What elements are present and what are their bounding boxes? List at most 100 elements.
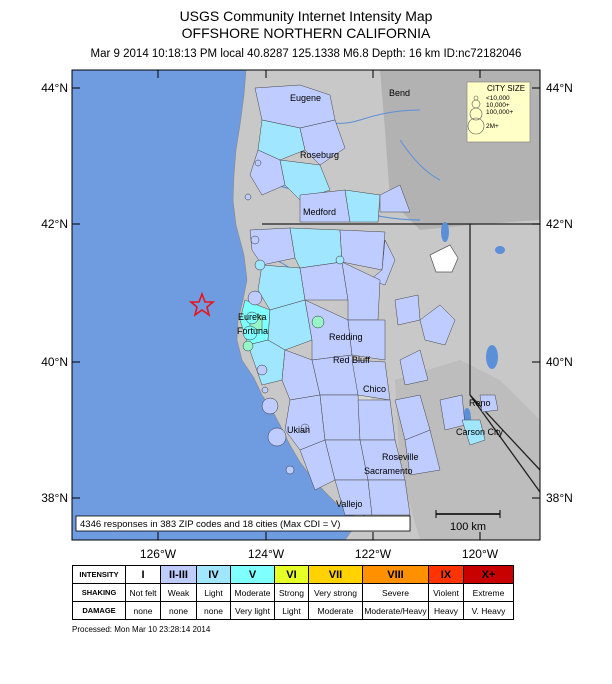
city-label: Redding <box>329 332 363 342</box>
damage-cell: Moderate/Heavy <box>362 601 429 620</box>
city-circle <box>254 159 262 167</box>
region-title: OFFSHORE NORTHERN CALIFORNIA <box>181 25 431 41</box>
lat-label-left: 42°N <box>41 217 68 231</box>
map-frame <box>71 69 541 541</box>
city-size-entry: 2M+ <box>486 123 499 130</box>
city-size-entry: 10,000+ <box>486 102 510 109</box>
city-circles <box>242 159 345 475</box>
city-label: Roseville <box>382 452 419 462</box>
axis-ticks <box>72 70 540 540</box>
lon-label: 122°W <box>355 547 392 561</box>
row-label: DAMAGE <box>72 601 126 620</box>
city-circle <box>254 259 266 271</box>
intensity-cell: VI <box>274 565 309 584</box>
city-label: Bend <box>389 88 410 98</box>
city-label: Red Bluff <box>333 355 370 365</box>
city-circle <box>311 315 325 329</box>
shaking-cell: Weak <box>160 583 197 602</box>
shaking-cell: Very strong <box>308 583 363 602</box>
scale-label: 100 km <box>450 521 486 533</box>
city-label: Carson City <box>456 427 504 437</box>
city-circle <box>247 290 263 306</box>
shaking-cell: Strong <box>274 583 309 602</box>
city-circle <box>250 235 260 245</box>
sierra-shade <box>395 360 540 540</box>
city-label: Eureka <box>238 312 267 322</box>
event-info: Mar 9 2014 10:18:13 PM local 40.8287 125… <box>90 48 522 60</box>
city-label: Roseburg <box>300 150 339 160</box>
city-circle <box>267 427 287 447</box>
lake <box>486 345 498 369</box>
city-size-entry: 100,000+ <box>486 109 513 116</box>
row-label: INTENSITY <box>72 565 126 584</box>
city-size-legend: CITY SIZE <10,000 10,000+ 100,000+ 2M+ <box>466 81 531 143</box>
legend-circle-icon <box>469 107 483 121</box>
lat-label-right: 38°N <box>546 491 573 505</box>
damage-cell: Moderate <box>308 601 363 620</box>
city-label: Reno <box>469 398 491 408</box>
state-border-ca <box>262 223 540 471</box>
city-label: Chico <box>363 384 386 394</box>
lat-label-left: 38°N <box>41 491 68 505</box>
intensity-cell: VIII <box>362 565 429 584</box>
city-size-title: CITY SIZE <box>487 84 525 93</box>
summary-text: 4346 responses in 383 ZIP codes and 18 c… <box>80 519 340 530</box>
lon-label: 124°W <box>248 547 285 561</box>
shaking-cell: Light <box>196 583 231 602</box>
city-circle <box>261 397 279 415</box>
damage-cell: none <box>196 601 231 620</box>
city-circle <box>242 340 254 352</box>
lon-label: 126°W <box>140 547 177 561</box>
damage-cell: none <box>125 601 161 620</box>
city-circle <box>256 364 268 376</box>
shaking-cell: Extreme <box>463 583 514 602</box>
lat-label-right: 42°N <box>546 217 573 231</box>
damage-row: DAMAGE none none none Very light Light Modera… <box>72 601 514 620</box>
city-circle <box>242 325 258 341</box>
lat-label-left: 40°N <box>41 355 68 369</box>
legend-circle-icon <box>467 117 485 135</box>
city-circle <box>261 386 269 394</box>
scale-bar: 100 km <box>435 510 501 533</box>
city-label: Eugene <box>290 93 321 103</box>
shaking-cell: Moderate <box>230 583 275 602</box>
summary-box <box>75 515 411 532</box>
city-circle <box>285 465 295 475</box>
lat-label-left: 44°N <box>41 81 68 95</box>
no-data-area <box>429 244 459 273</box>
intensity-cell: VII <box>308 565 363 584</box>
city-circle <box>244 193 252 201</box>
shaking-cell: Violent <box>428 583 464 602</box>
processed-timestamp: Processed: Mon Mar 10 23:28:14 2014 <box>72 625 211 634</box>
city-label: Ukiah <box>287 425 310 435</box>
city-label: Fortuna <box>237 326 268 336</box>
lon-label: 120°W <box>462 547 499 561</box>
city-label: Medford <box>303 207 336 217</box>
intensity-cell: V <box>230 565 275 584</box>
shaking-row: SHAKING Not felt Weak Light Moderate Strong V… <box>72 583 514 602</box>
map-title: USGS Community Internet Intensity Map <box>179 8 433 24</box>
intensity-scale-table: INTENSITY I II-III IV V VI VII VIII IX X+ SHAKIN… <box>72 565 514 620</box>
damage-cell: Heavy <box>428 601 464 620</box>
intensity-cell: II-III <box>160 565 197 584</box>
lat-label-right: 44°N <box>546 81 573 95</box>
row-label: SHAKING <box>72 583 126 602</box>
city-label: Vallejo <box>336 499 362 509</box>
damage-cell: Very light <box>230 601 275 620</box>
city-circle <box>245 311 259 325</box>
city-circle <box>300 423 310 433</box>
intensity-cell: IX <box>428 565 464 584</box>
city-circle <box>335 255 345 265</box>
intensity-cell: X+ <box>463 565 514 584</box>
damage-cell: Light <box>274 601 309 620</box>
red-star-icon <box>188 291 216 317</box>
shaking-cell: Not felt <box>125 583 161 602</box>
intensity-cell: IV <box>196 565 231 584</box>
intensity-cell: I <box>125 565 161 584</box>
damage-cell: V. Heavy <box>463 601 514 620</box>
lake <box>495 246 505 254</box>
city-label: Sacramento <box>364 466 413 476</box>
city-size-entry: <10,000 <box>486 95 510 102</box>
intensity-row: INTENSITY I II-III IV V VI VII VIII IX X+ <box>72 565 514 584</box>
